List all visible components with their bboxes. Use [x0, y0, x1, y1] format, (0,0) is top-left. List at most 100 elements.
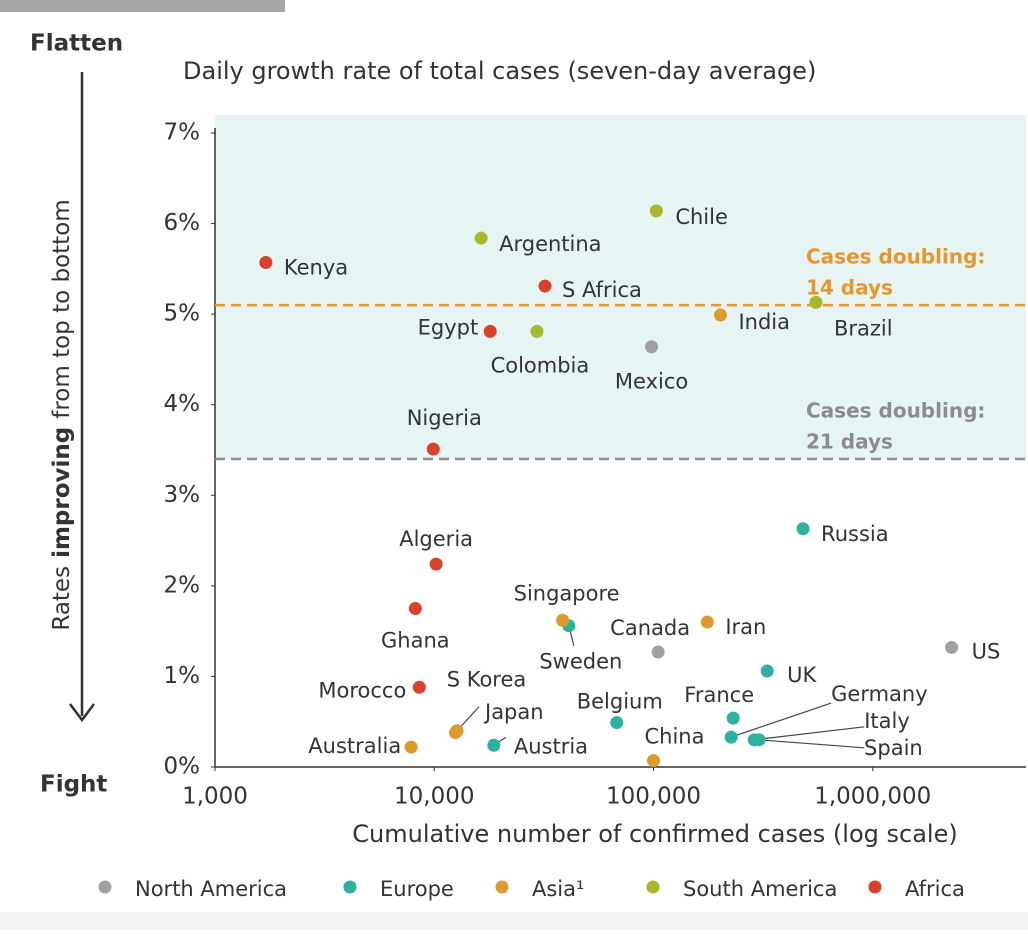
- legend-swatch: [646, 880, 660, 894]
- data-point: [556, 613, 570, 627]
- y-tick-label: 7%: [164, 120, 201, 146]
- point-label: US: [972, 639, 1001, 663]
- point-label: India: [738, 310, 790, 334]
- point-label: S Africa: [562, 278, 642, 302]
- point-label: Italy: [864, 709, 910, 733]
- data-point: [538, 279, 552, 293]
- data-point: [945, 640, 959, 654]
- data-point: [760, 664, 774, 678]
- point-label: France: [684, 683, 754, 707]
- point-label: Morocco: [318, 678, 406, 702]
- reference-label: 14 days: [806, 276, 893, 300]
- point-label: Mexico: [615, 370, 688, 394]
- legend-label: North America: [135, 877, 287, 901]
- reference-label: Cases doubling:: [806, 245, 985, 269]
- data-point: [610, 716, 624, 730]
- y-tick-label: 4%: [164, 391, 201, 417]
- data-point: [645, 340, 659, 354]
- data-point: [700, 615, 714, 629]
- point-label: Sweden: [539, 650, 622, 674]
- x-tick-label: 10,000: [394, 784, 474, 810]
- shaded-region: [215, 115, 1026, 460]
- y-axis-label: Rates improving from top to bottom: [49, 199, 75, 630]
- top-label: Flatten: [30, 31, 123, 57]
- point-label: Egypt: [418, 315, 479, 339]
- y-tick-label: 1%: [164, 663, 201, 689]
- x-tick-label: 100,000: [606, 784, 701, 810]
- y-label-part: Rates: [49, 566, 75, 631]
- data-point: [649, 204, 663, 218]
- data-point: [726, 711, 740, 725]
- arrow-head: [69, 703, 95, 723]
- data-point: [713, 308, 727, 322]
- x-tick-label: 1,000: [182, 784, 248, 810]
- legend-label: Asia¹: [532, 877, 584, 901]
- data-point: [450, 724, 464, 738]
- data-point: [796, 522, 810, 536]
- data-point: [404, 740, 418, 754]
- y-label-part: from top to bottom: [49, 199, 75, 418]
- leader-line: [759, 739, 865, 749]
- footer-band: [0, 912, 1028, 930]
- point-label: Iran: [725, 615, 766, 639]
- x-tick-label: 1,000,000: [814, 784, 931, 810]
- y-tick-label: 0%: [164, 754, 201, 780]
- data-point: [408, 602, 422, 615]
- point-label: Belgium: [577, 690, 663, 714]
- data-point: [487, 738, 501, 752]
- point-label: Nigeria: [407, 406, 482, 430]
- point-label: Canada: [610, 616, 690, 640]
- point-label: S Korea: [447, 668, 527, 692]
- point-label: Kenya: [284, 256, 348, 280]
- legend-swatch: [868, 880, 882, 894]
- point-label: Singapore: [514, 581, 620, 605]
- point-label: Spain: [864, 736, 923, 760]
- reference-label: Cases doubling:: [806, 399, 985, 423]
- plot-area: 0% 1% 2% 3% 4% 5% 6% 7% 1,000 10,000 100,000 1,000,…: [98, 115, 1026, 901]
- point-label: Germany: [831, 682, 928, 706]
- chart-title: Daily growth rate of total cases (seven-…: [183, 57, 816, 85]
- y-tick-label: 2%: [164, 572, 201, 598]
- legend-label: Europe: [380, 877, 454, 901]
- legend-swatch: [343, 880, 357, 894]
- point-label: Australia: [308, 734, 401, 758]
- header-bar: [0, 0, 285, 12]
- data-point: [752, 733, 766, 747]
- data-point: [474, 231, 488, 245]
- data-point: [647, 754, 661, 768]
- point-label: China: [645, 725, 705, 749]
- point-label: Austria: [514, 734, 588, 758]
- y-tick-label: 5%: [164, 301, 201, 327]
- data-point: [483, 324, 497, 338]
- leader-line: [754, 726, 865, 741]
- y-tick-label: 3%: [164, 482, 201, 508]
- point-label: UK: [787, 663, 817, 687]
- point-label: Russia: [821, 522, 889, 546]
- data-point: [651, 645, 665, 659]
- point-label: Argentina: [499, 232, 601, 256]
- data-point: [259, 256, 273, 270]
- legend-label: Africa: [905, 877, 965, 901]
- legend-label: South America: [683, 877, 837, 901]
- point-label: Brazil: [834, 316, 893, 340]
- legend-swatch: [98, 880, 112, 894]
- point-label: Chile: [675, 205, 728, 229]
- legend-swatch: [495, 880, 509, 894]
- x-axis-label: Cumulative number of confirmed cases (lo…: [352, 820, 957, 848]
- leader-line: [730, 702, 832, 738]
- point-label: Ghana: [381, 629, 450, 653]
- y-label-part: improving: [49, 427, 75, 558]
- point-label: Japan: [483, 700, 544, 724]
- data-point: [530, 324, 544, 338]
- data-point: [429, 557, 443, 571]
- data-point: [426, 442, 440, 456]
- reference-label: 21 days: [806, 430, 893, 454]
- point-label: Algeria: [399, 527, 473, 551]
- data-point: [724, 730, 738, 744]
- point-label: Colombia: [491, 353, 590, 377]
- y-tick-label: 6%: [164, 210, 201, 236]
- data-point: [412, 680, 426, 694]
- bottom-label: Fight: [40, 772, 107, 798]
- data-point: [809, 295, 823, 309]
